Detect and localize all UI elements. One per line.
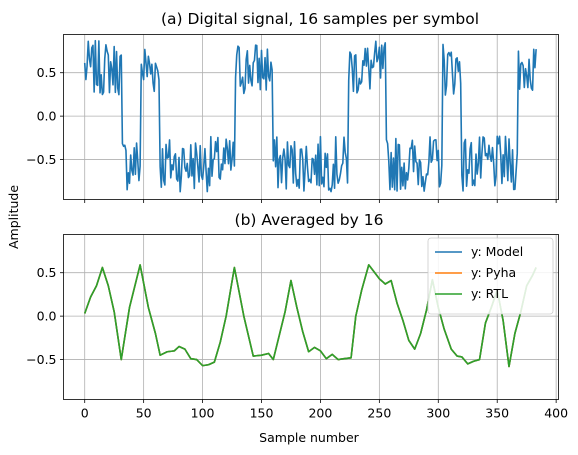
panel-b-y-tick-label: 0.5: [37, 265, 57, 280]
x-tick-label: 350: [485, 406, 509, 421]
x-tick-label: 250: [367, 406, 391, 421]
x-axis-label: Sample number: [259, 430, 359, 445]
panel-a-y-tick-label: 0.0: [37, 109, 57, 124]
panel-a-grid: [63, 34, 559, 200]
panel-b: (b) Averaged by 16 0 50 100 150 200 250 300 350…: [26, 211, 568, 445]
panel-b-frame: [63, 234, 559, 400]
panel-a-y-tick-label: 0.5: [37, 65, 57, 80]
panel-b-series: [83, 264, 537, 368]
legend-box: [427, 237, 554, 315]
panel-b-ticks: 0 50 100 150 200 250 300 350 400 −0.5 0.0 0.5: [26, 265, 568, 420]
panel-a-title: (a) Digital signal, 16 samples per symbo…: [161, 10, 479, 28]
series-digital-signal-line: [83, 39, 537, 193]
panel-b-title: (b) Averaged by 16: [235, 211, 384, 229]
panel-a-series: [83, 39, 537, 193]
panel-b-y-tick-label: 0.0: [37, 309, 57, 324]
x-tick-label: 400: [544, 406, 568, 421]
x-tick-label: 100: [191, 406, 215, 421]
panel-a-frame: [63, 34, 559, 200]
x-tick-label: 200: [308, 406, 332, 421]
panel-b-y-tick-label: −0.5: [26, 352, 56, 367]
series-rtl-line: [83, 264, 537, 368]
legend-label-model: y: Model: [471, 244, 523, 259]
panel-a: (a) Digital signal, 16 samples per symbo…: [26, 10, 559, 203]
x-tick-label: 150: [250, 406, 274, 421]
panel-a-y-tick-label: −0.5: [26, 152, 56, 167]
x-tick-label: 300: [426, 406, 450, 421]
legend-label-pyha: y: Pyha: [471, 265, 516, 280]
x-tick-label: 50: [136, 406, 152, 421]
legend: y: Model y: Pyha y: RTL: [427, 237, 554, 315]
panel-a-ticks: −0.5 0.0 0.5: [26, 65, 557, 203]
x-tick-label: 0: [81, 406, 89, 421]
legend-label-rtl: y: RTL: [471, 286, 508, 301]
y-axis-label: Amplitude: [6, 185, 21, 249]
